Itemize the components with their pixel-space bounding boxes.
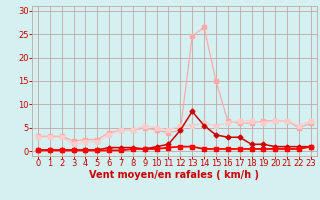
X-axis label: Vent moyen/en rafales ( km/h ): Vent moyen/en rafales ( km/h ) xyxy=(89,170,260,180)
